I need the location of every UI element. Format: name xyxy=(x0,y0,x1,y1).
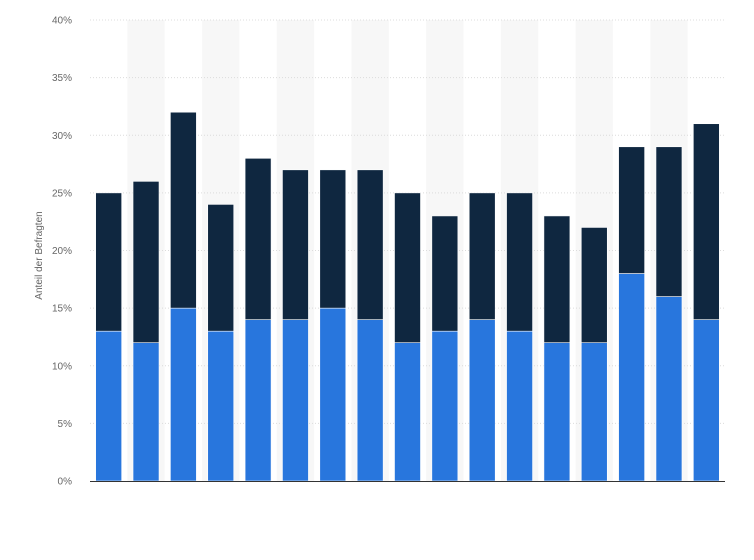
bar-segment-lower-13 xyxy=(580,342,608,482)
bar-segment-lower-12 xyxy=(543,342,571,482)
bar-segment-lower-5 xyxy=(282,319,309,482)
bar-segment-lower-2 xyxy=(170,307,197,482)
bar-segment-lower-14 xyxy=(618,273,645,482)
bar-segment-lower-4 xyxy=(244,319,272,482)
bars xyxy=(95,111,720,482)
bar-segment-lower-15 xyxy=(655,296,683,482)
bar-segment-upper-16 xyxy=(693,123,720,320)
y-tick-label: 35% xyxy=(52,73,72,84)
bar-segment-lower-7 xyxy=(356,319,384,482)
y-tick-label: 5% xyxy=(58,419,73,430)
bar-segment-lower-9 xyxy=(431,330,459,482)
bar-segment-upper-6 xyxy=(319,169,347,309)
bar-segment-upper-2 xyxy=(170,111,197,309)
bar-segment-upper-1 xyxy=(132,181,160,344)
bar-segment-upper-9 xyxy=(431,215,459,332)
y-tick-label: 40% xyxy=(52,16,72,27)
bar-segment-upper-3 xyxy=(207,204,235,332)
bar-segment-upper-11 xyxy=(506,192,533,332)
bar-segment-lower-16 xyxy=(693,319,720,482)
y-axis-title: Anteil der Befragten xyxy=(34,211,45,299)
bar-segment-upper-5 xyxy=(282,169,309,320)
y-tick-labels: 0% 5% 10% 15% 20% 25% 30% 35% 40% xyxy=(52,16,72,488)
bar-segment-lower-11 xyxy=(506,330,533,482)
y-tick-label: 20% xyxy=(52,246,72,257)
bar-segment-upper-13 xyxy=(580,227,608,343)
y-tick-label: 25% xyxy=(52,188,72,199)
bar-segment-upper-7 xyxy=(356,169,384,320)
y-tick-label: 0% xyxy=(58,477,73,488)
y-tick-label: 10% xyxy=(52,361,72,372)
bar-segment-lower-10 xyxy=(468,319,496,482)
bar-segment-upper-0 xyxy=(95,192,122,332)
bar-segment-upper-10 xyxy=(468,192,496,320)
bar-segment-lower-0 xyxy=(95,330,122,482)
bar-segment-upper-4 xyxy=(244,158,272,320)
y-tick-label: 30% xyxy=(52,131,72,142)
y-tick-label: 15% xyxy=(52,304,72,315)
bar-segment-lower-8 xyxy=(394,342,421,482)
bar-segment-upper-15 xyxy=(655,146,683,297)
bar-segment-lower-6 xyxy=(319,307,347,482)
bar-segment-upper-12 xyxy=(543,215,571,344)
bar-segment-upper-14 xyxy=(618,146,645,274)
bar-segment-upper-8 xyxy=(394,192,421,343)
bar-segment-lower-1 xyxy=(132,342,160,482)
bar-segment-lower-3 xyxy=(207,330,235,482)
